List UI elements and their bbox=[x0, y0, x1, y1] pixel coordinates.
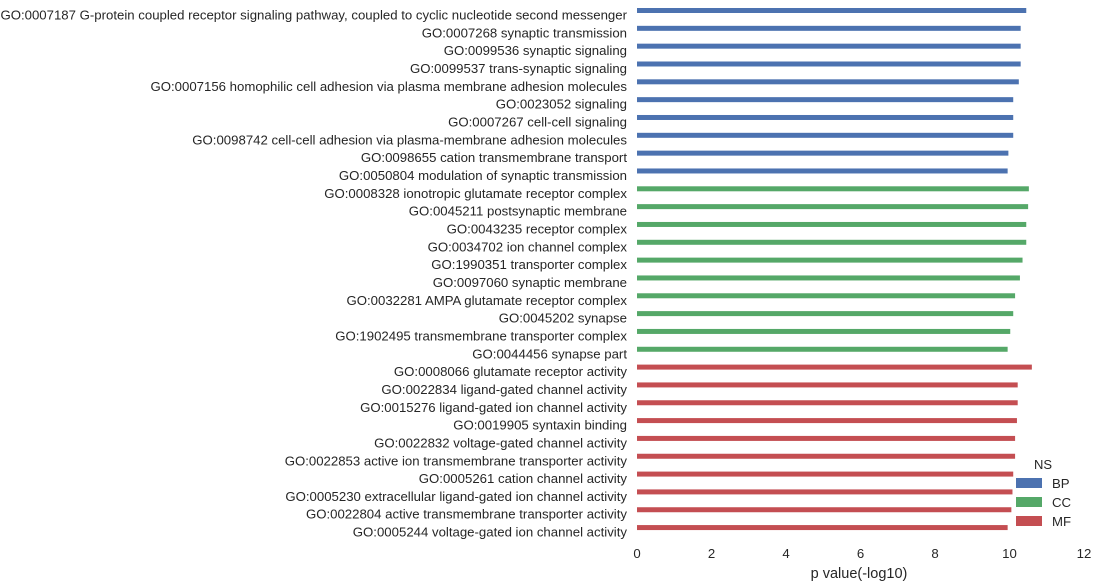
bar-mf bbox=[637, 418, 1017, 424]
x-axis-title: p value(-log10) bbox=[811, 566, 908, 582]
category-label: GO:0098655 cation transmembrane transpor… bbox=[361, 150, 627, 165]
category-labels-group: GO:0007187 G-protein coupled receptor si… bbox=[0, 8, 627, 540]
legend-label-bp: BP bbox=[1052, 476, 1070, 491]
category-label: GO:0098742 cell-cell adhesion via plasma… bbox=[192, 132, 627, 147]
bar-bp bbox=[637, 132, 1014, 138]
category-label: GO:0043235 receptor complex bbox=[447, 221, 628, 236]
bar-mf bbox=[637, 507, 1012, 513]
category-label: GO:0022853 active ion transmembrane tran… bbox=[285, 453, 628, 468]
bar-bp bbox=[637, 114, 1014, 120]
category-label: GO:0007187 G-protein coupled receptor si… bbox=[0, 8, 627, 23]
category-label: GO:0005230 extracellular ligand-gated io… bbox=[285, 489, 627, 504]
legend-swatch-mf bbox=[1016, 516, 1042, 526]
category-label: GO:0097060 synaptic membrane bbox=[433, 275, 627, 290]
bar-mf bbox=[637, 525, 1008, 531]
category-label: GO:0015276 ligand-gated ion channel acti… bbox=[360, 400, 627, 415]
bar-cc bbox=[637, 239, 1027, 245]
bar-bp bbox=[637, 8, 1027, 13]
category-label: GO:0022834 ligand-gated channel activity bbox=[381, 382, 627, 397]
bar-cc bbox=[637, 346, 1008, 352]
category-label: GO:0022832 voltage-gated channel activit… bbox=[374, 435, 627, 450]
bar-mf bbox=[637, 489, 1013, 495]
bar-cc bbox=[637, 311, 1014, 317]
bar-cc bbox=[637, 328, 1011, 334]
legend-entries-group: BP CC MF bbox=[1016, 476, 1072, 529]
category-label: GO:0099537 trans-synaptic signaling bbox=[410, 61, 627, 76]
bar-cc bbox=[637, 221, 1027, 227]
category-label: GO:0050804 modulation of synaptic transm… bbox=[339, 168, 627, 183]
x-tick-label: 0 bbox=[633, 546, 640, 561]
category-label: GO:0034702 ion channel complex bbox=[428, 239, 628, 254]
legend-swatch-cc bbox=[1016, 497, 1042, 507]
bar-bp bbox=[637, 43, 1021, 49]
bar-bp bbox=[637, 61, 1021, 67]
x-tick-label: 8 bbox=[931, 546, 938, 561]
x-tick-label: 4 bbox=[782, 546, 789, 561]
category-label: GO:0045211 postsynaptic membrane bbox=[409, 204, 627, 219]
category-label: GO:0022804 active transmembrane transpor… bbox=[306, 507, 627, 522]
legend-label-cc: CC bbox=[1052, 495, 1072, 510]
legend-swatch-bp bbox=[1016, 478, 1042, 488]
bar-bp bbox=[637, 79, 1019, 85]
bar-cc bbox=[637, 275, 1020, 281]
bar-cc bbox=[637, 186, 1029, 192]
bar-bp bbox=[637, 97, 1014, 103]
category-label: GO:0005244 voltage-gated ion channel act… bbox=[353, 525, 628, 540]
bar-bp bbox=[637, 150, 1009, 156]
bars-group bbox=[637, 8, 1032, 531]
x-tick-labels-group: 0 2 4 6 8 10 12 bbox=[633, 546, 1091, 561]
x-tick-label: 10 bbox=[1002, 546, 1017, 561]
bar-mf bbox=[637, 400, 1018, 406]
category-label: GO:1990351 transporter complex bbox=[431, 257, 627, 272]
category-label: GO:0023052 signaling bbox=[496, 97, 627, 112]
legend: NS BP CC MF bbox=[1016, 457, 1072, 529]
category-label: GO:0045202 synapse bbox=[499, 311, 627, 326]
bar-mf bbox=[637, 435, 1016, 441]
category-label: GO:0019905 syntaxin binding bbox=[453, 418, 627, 433]
bar-mf bbox=[637, 453, 1016, 459]
legend-title: NS bbox=[1034, 457, 1052, 472]
category-label: GO:0007156 homophilic cell adhesion via … bbox=[151, 79, 628, 94]
bar-mf bbox=[637, 364, 1032, 370]
category-label: GO:0005261 cation channel activity bbox=[419, 471, 628, 486]
category-label: GO:0032281 AMPA glutamate receptor compl… bbox=[346, 293, 627, 308]
category-label: GO:1902495 transmembrane transporter com… bbox=[335, 328, 627, 343]
category-label: GO:0008066 glutamate receptor activity bbox=[394, 364, 628, 379]
category-label: GO:0007268 synaptic transmission bbox=[422, 25, 627, 40]
x-tick-label: 6 bbox=[857, 546, 864, 561]
bar-bp bbox=[637, 25, 1021, 31]
category-label: GO:0007267 cell-cell signaling bbox=[448, 114, 627, 129]
bar-mf bbox=[637, 382, 1018, 388]
legend-label-mf: MF bbox=[1052, 514, 1071, 529]
bar-mf bbox=[637, 471, 1014, 477]
bar-cc bbox=[637, 293, 1016, 299]
category-label: GO:0099536 synaptic signaling bbox=[444, 43, 627, 58]
x-tick-label: 12 bbox=[1077, 546, 1092, 561]
bar-cc bbox=[637, 204, 1029, 210]
bar-cc bbox=[637, 257, 1023, 263]
bar-bp bbox=[637, 168, 1008, 174]
x-tick-label: 2 bbox=[708, 546, 715, 561]
category-label: GO:0044456 synapse part bbox=[472, 346, 627, 361]
category-label: GO:0008328 ionotropic glutamate receptor… bbox=[324, 186, 627, 201]
